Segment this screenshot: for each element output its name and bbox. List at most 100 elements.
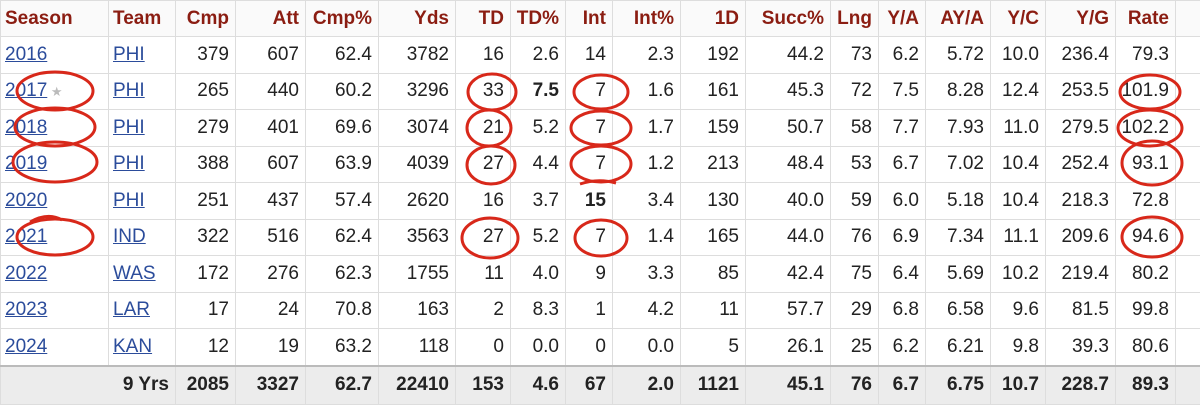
- cell: 253.5: [1045, 72, 1116, 110]
- team-link[interactable]: KAN: [113, 335, 153, 357]
- cell: 27: [455, 218, 511, 256]
- cell: IND: [108, 218, 176, 256]
- cell: 17: [175, 291, 236, 329]
- cell: 72.8: [1115, 182, 1176, 220]
- cell: 279.5: [1045, 109, 1116, 147]
- cell: [1175, 36, 1200, 74]
- cell: 2018: [0, 109, 109, 147]
- column-header: Yds: [378, 0, 456, 37]
- cell: 12: [175, 328, 236, 366]
- table-row: 2020 PHI 251 437 57.4 2620 16 3.7 15 3.4 130 40.0 59…: [0, 182, 1200, 220]
- column-header: TD%: [510, 0, 566, 37]
- column-header: Int: [565, 0, 613, 37]
- cell: 12.4: [990, 72, 1046, 110]
- cell: 58: [830, 109, 879, 147]
- season-link[interactable]: 2020: [5, 189, 48, 211]
- cell: 4.6: [510, 364, 566, 405]
- cell: 4.0: [510, 255, 566, 293]
- season-link[interactable]: 2019: [5, 153, 48, 175]
- season-link[interactable]: 2021: [5, 226, 48, 248]
- column-header: Att: [235, 0, 306, 37]
- cell: 236.4: [1045, 36, 1116, 74]
- column-header: Y/G: [1045, 0, 1116, 37]
- cell: 437: [235, 182, 306, 220]
- cell: LAR: [108, 291, 176, 329]
- cell: 6.58: [925, 291, 991, 329]
- cell: 1.4: [612, 218, 681, 256]
- team-link[interactable]: PHI: [113, 116, 145, 138]
- cell: 218.3: [1045, 182, 1116, 220]
- season-link[interactable]: 2017: [5, 80, 48, 102]
- cell: 9: [565, 255, 613, 293]
- cell: 0.0: [510, 328, 566, 366]
- cell: 19: [235, 328, 306, 366]
- team-link[interactable]: IND: [113, 226, 146, 248]
- cell: 39.3: [1045, 328, 1116, 366]
- season-link[interactable]: 2023: [5, 299, 48, 321]
- cell: 5.18: [925, 182, 991, 220]
- cell: 1.6: [612, 72, 681, 110]
- cell: 7.34: [925, 218, 991, 256]
- season-link[interactable]: 2018: [5, 116, 48, 138]
- team-link[interactable]: PHI: [113, 80, 145, 102]
- team-link[interactable]: PHI: [113, 153, 145, 175]
- cell: 7.7: [878, 109, 926, 147]
- team-link[interactable]: PHI: [113, 43, 145, 65]
- column-header: Rate: [1115, 0, 1176, 37]
- cell: 24: [235, 291, 306, 329]
- cell: 2022: [0, 255, 109, 293]
- table-row: 2024 KAN 12 19 63.2 118 0 0.0 0 0.0 5 26.1 25 6.2 6.21…: [0, 328, 1200, 366]
- cell: 165: [680, 218, 746, 256]
- cell: 10.2: [990, 255, 1046, 293]
- cell: 3563: [378, 218, 456, 256]
- cell: 16: [455, 36, 511, 74]
- column-header: 1D: [680, 0, 746, 37]
- table-row: 2016 PHI 379 607 62.4 3782 16 2.6 14 2.3 192 44.2 73…: [0, 36, 1200, 74]
- cell: 388: [175, 145, 236, 183]
- team-link[interactable]: LAR: [113, 299, 150, 321]
- cell: 3296: [378, 72, 456, 110]
- cell: 7.02: [925, 145, 991, 183]
- team-link[interactable]: PHI: [113, 189, 145, 211]
- cell: WAS: [108, 255, 176, 293]
- cell: 62.4: [305, 218, 379, 256]
- cell: 2017 ★: [0, 72, 109, 110]
- cell: 10.7: [990, 364, 1046, 405]
- cell: 6.75: [925, 364, 991, 405]
- cell: PHI: [108, 72, 176, 110]
- cell: 10.0: [990, 36, 1046, 74]
- cell: 4039: [378, 145, 456, 183]
- team-link[interactable]: WAS: [113, 262, 156, 284]
- cell: 62.7: [305, 364, 379, 405]
- cell: 73: [830, 36, 879, 74]
- cell: 9 Yrs: [0, 364, 176, 405]
- cell: KAN: [108, 328, 176, 366]
- cell: 62.3: [305, 255, 379, 293]
- cell: PHI: [108, 182, 176, 220]
- total-row: 9 Yrs 2085 3327 62.7 22410 153 4.6 67 2.0 1121 45.…: [0, 364, 1200, 405]
- cell: 70.8: [305, 291, 379, 329]
- cell: 7: [565, 218, 613, 256]
- cell: 33: [455, 72, 511, 110]
- cell: 118: [378, 328, 456, 366]
- cell: 6.4: [878, 255, 926, 293]
- cell: 401: [235, 109, 306, 147]
- cell: PHI: [108, 145, 176, 183]
- cell: 8.28: [925, 72, 991, 110]
- season-link[interactable]: 2024: [5, 335, 48, 357]
- cell: 252.4: [1045, 145, 1116, 183]
- cell: 44.2: [745, 36, 831, 74]
- column-header: Int%: [612, 0, 681, 37]
- cell: 172: [175, 255, 236, 293]
- season-link[interactable]: 2022: [5, 262, 48, 284]
- cell: 22410: [378, 364, 456, 405]
- cell: 1.2: [612, 145, 681, 183]
- column-header: Lng: [830, 0, 879, 37]
- cell: 57.7: [745, 291, 831, 329]
- cell: 11.1: [990, 218, 1046, 256]
- column-header: Succ%: [745, 0, 831, 37]
- season-link[interactable]: 2016: [5, 43, 48, 65]
- column-header: Season: [0, 0, 109, 37]
- cell: 7.5: [878, 72, 926, 110]
- cell: [1175, 72, 1200, 110]
